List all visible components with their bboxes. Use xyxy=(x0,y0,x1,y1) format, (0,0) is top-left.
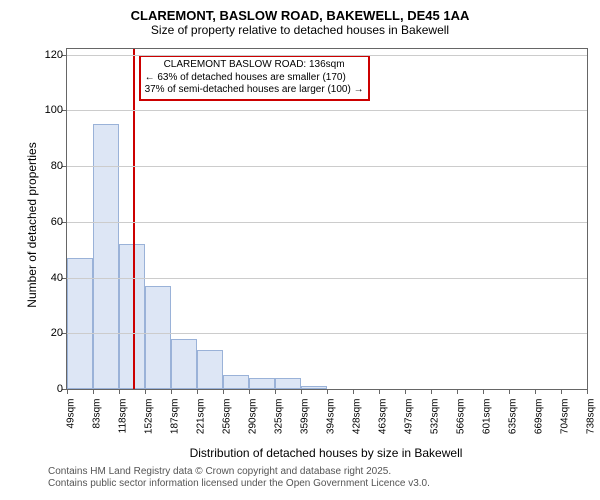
xtick-mark xyxy=(483,389,484,394)
gridline xyxy=(67,333,587,334)
xtick-label: 256sqm xyxy=(222,399,233,435)
xtick-mark xyxy=(145,389,146,394)
xtick-mark xyxy=(405,389,406,394)
xtick-label: 669sqm xyxy=(534,399,545,435)
chart-container: CLAREMONT, BASLOW ROAD, BAKEWELL, DE45 1… xyxy=(8,8,592,492)
ytick-label: 100 xyxy=(45,104,63,116)
gridline xyxy=(67,222,587,223)
xtick-mark xyxy=(327,389,328,394)
xtick-label: 635sqm xyxy=(508,399,519,435)
attribution-footer: Contains HM Land Registry data © Crown c… xyxy=(48,466,430,490)
xtick-mark xyxy=(561,389,562,394)
histogram-bar xyxy=(171,339,197,389)
xtick-mark xyxy=(197,389,198,394)
xtick-mark xyxy=(171,389,172,394)
xtick-label: 532sqm xyxy=(430,399,441,435)
reference-line xyxy=(133,49,135,389)
annotation-line-3: 37% of semi-detached houses are larger (… xyxy=(145,84,364,97)
histogram-bar xyxy=(301,386,327,389)
xtick-label: 152sqm xyxy=(144,399,155,435)
xtick-mark xyxy=(431,389,432,394)
xtick-mark xyxy=(275,389,276,394)
xtick-mark xyxy=(301,389,302,394)
ytick-label: 120 xyxy=(45,49,63,61)
xtick-label: 83sqm xyxy=(92,399,103,429)
histogram-bar xyxy=(223,375,249,389)
gridline xyxy=(67,110,587,111)
xtick-mark xyxy=(93,389,94,394)
xtick-mark xyxy=(223,389,224,394)
xtick-label: 290sqm xyxy=(248,399,259,435)
plot-area: CLAREMONT BASLOW ROAD: 136sqm ← 63% of d… xyxy=(66,48,588,390)
ytick-label: 20 xyxy=(51,327,63,339)
xtick-mark xyxy=(67,389,68,394)
xtick-label: 359sqm xyxy=(300,399,311,435)
histogram-bar xyxy=(197,350,223,389)
xtick-mark xyxy=(457,389,458,394)
xtick-label: 221sqm xyxy=(196,399,207,435)
xtick-mark xyxy=(535,389,536,394)
xtick-label: 428sqm xyxy=(352,399,363,435)
gridline xyxy=(67,166,587,167)
xtick-mark xyxy=(119,389,120,394)
gridline xyxy=(67,55,587,56)
xtick-label: 118sqm xyxy=(118,399,129,434)
xtick-label: 704sqm xyxy=(560,399,571,435)
xtick-mark xyxy=(353,389,354,394)
histogram-bar xyxy=(249,378,275,389)
xtick-mark xyxy=(379,389,380,394)
xtick-mark xyxy=(509,389,510,394)
footer-line-1: Contains HM Land Registry data © Crown c… xyxy=(48,466,430,478)
xtick-label: 738sqm xyxy=(586,399,597,435)
annotation-line-1: CLAREMONT BASLOW ROAD: 136sqm xyxy=(145,59,364,72)
gridline xyxy=(67,278,587,279)
xtick-label: 497sqm xyxy=(404,399,415,435)
ytick-label: 80 xyxy=(51,160,63,172)
xtick-label: 49sqm xyxy=(66,399,77,429)
histogram-bar xyxy=(93,124,119,389)
xtick-label: 187sqm xyxy=(170,399,181,435)
annotation-line-2: ← 63% of detached houses are smaller (17… xyxy=(145,72,364,85)
x-axis-label: Distribution of detached houses by size … xyxy=(66,446,586,460)
xtick-mark xyxy=(587,389,588,394)
xtick-label: 394sqm xyxy=(326,399,337,435)
ytick-label: 0 xyxy=(57,383,63,395)
chart-title-main: CLAREMONT, BASLOW ROAD, BAKEWELL, DE45 1… xyxy=(8,8,592,23)
histogram-bar xyxy=(145,286,171,389)
xtick-mark xyxy=(249,389,250,394)
annotation-box: CLAREMONT BASLOW ROAD: 136sqm ← 63% of d… xyxy=(139,55,370,101)
histogram-bar xyxy=(275,378,301,389)
xtick-label: 325sqm xyxy=(274,399,285,435)
xtick-label: 463sqm xyxy=(378,399,389,435)
xtick-label: 601sqm xyxy=(482,399,493,435)
y-axis-label: Number of detached properties xyxy=(25,135,39,315)
ytick-label: 60 xyxy=(51,216,63,228)
chart-title-sub: Size of property relative to detached ho… xyxy=(8,23,592,37)
footer-line-2: Contains public sector information licen… xyxy=(48,478,430,490)
ytick-label: 40 xyxy=(51,272,63,284)
xtick-label: 566sqm xyxy=(456,399,467,435)
